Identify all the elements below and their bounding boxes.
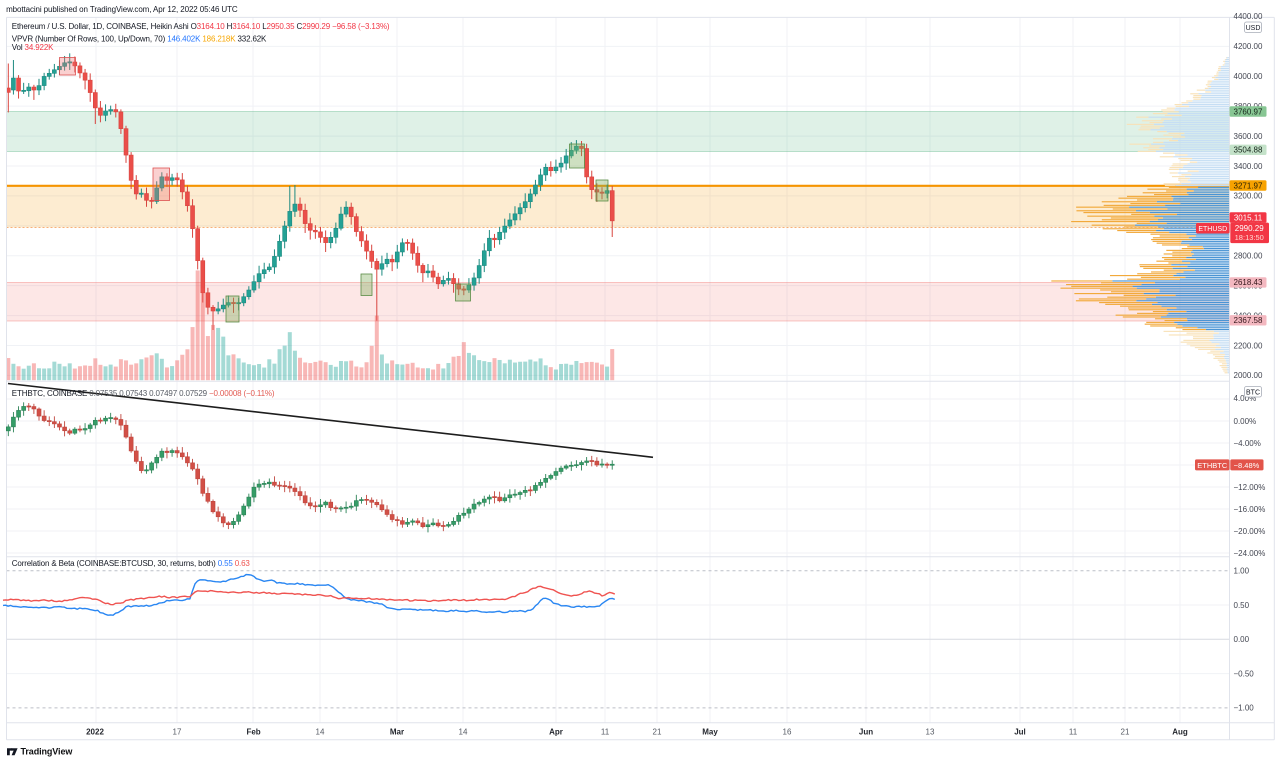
svg-text:11: 11 (1069, 727, 1078, 736)
svg-text:−8.48%: −8.48% (1234, 461, 1260, 470)
svg-text:Feb: Feb (246, 727, 260, 736)
svg-text:2367.58: 2367.58 (1234, 316, 1263, 325)
svg-text:3600.00: 3600.00 (1234, 132, 1263, 141)
svg-text:VPVR (Number Of Rows, 100, Up/: VPVR (Number Of Rows, 100, Up/Down, 70) … (12, 35, 267, 44)
svg-text:ETHBTC: ETHBTC (1197, 461, 1228, 470)
svg-text:2000.00: 2000.00 (1234, 371, 1263, 380)
svg-text:0.00%: 0.00% (1234, 417, 1257, 426)
svg-text:3271.97: 3271.97 (1234, 181, 1263, 190)
svg-text:3400.00: 3400.00 (1234, 162, 1263, 171)
svg-text:4400.00: 4400.00 (1234, 12, 1263, 21)
svg-text:−12.00%: −12.00% (1234, 483, 1266, 492)
svg-text:Aug: Aug (1172, 727, 1188, 736)
svg-text:Mar: Mar (390, 727, 404, 736)
svg-text:−4.00%: −4.00% (1234, 439, 1261, 448)
svg-text:14: 14 (316, 727, 325, 736)
svg-text:0.00: 0.00 (1234, 635, 1250, 644)
svg-text:2990.29: 2990.29 (1235, 224, 1264, 233)
svg-text:USD: USD (1246, 25, 1261, 32)
svg-text:3200.00: 3200.00 (1234, 192, 1263, 201)
svg-text:14: 14 (459, 727, 468, 736)
svg-text:3504.88: 3504.88 (1234, 146, 1263, 155)
svg-text:−24.00%: −24.00% (1234, 549, 1266, 558)
svg-text:−1.00: −1.00 (1234, 704, 1255, 713)
svg-text:2022: 2022 (86, 727, 104, 736)
svg-text:TradingView: TradingView (21, 747, 74, 757)
svg-text:Jul: Jul (1014, 727, 1026, 736)
svg-text:2618.43: 2618.43 (1234, 278, 1263, 287)
svg-text:mbottacini published on Tradin: mbottacini published on TradingView.com,… (6, 5, 238, 14)
svg-text:ETHBTC, COINBASE 0.07535 0.075: ETHBTC, COINBASE 0.07535 0.07543 0.07497… (12, 389, 275, 398)
svg-text:−0.50: −0.50 (1234, 669, 1255, 678)
svg-text:ETHUSD: ETHUSD (1198, 226, 1227, 233)
svg-text:Jun: Jun (859, 727, 873, 736)
svg-text:Ethereum / U.S. Dollar, 1D, CO: Ethereum / U.S. Dollar, 1D, COINBASE, He… (12, 22, 390, 31)
svg-text:3015.11: 3015.11 (1234, 213, 1263, 222)
svg-text:−16.00%: −16.00% (1234, 505, 1266, 514)
svg-text:21: 21 (1121, 727, 1130, 736)
svg-text:16: 16 (783, 727, 792, 736)
svg-text:0.50: 0.50 (1234, 601, 1250, 610)
svg-text:May: May (702, 727, 718, 736)
svg-text:4.00%: 4.00% (1234, 394, 1257, 403)
svg-text:17: 17 (173, 727, 182, 736)
svg-text:11: 11 (601, 727, 610, 736)
svg-text:4200.00: 4200.00 (1234, 42, 1263, 51)
svg-text:4000.00: 4000.00 (1234, 72, 1263, 81)
svg-text:21: 21 (653, 727, 662, 736)
svg-text:18:13:50: 18:13:50 (1235, 233, 1264, 242)
svg-text:1.00: 1.00 (1234, 567, 1250, 576)
svg-text:Apr: Apr (549, 727, 563, 736)
svg-text:Correlation & Beta (COINBASE:B: Correlation & Beta (COINBASE:BTCUSD, 30,… (12, 559, 251, 568)
svg-text:2200.00: 2200.00 (1234, 341, 1263, 350)
svg-text:Vol 34.922K: Vol 34.922K (12, 43, 54, 52)
svg-text:13: 13 (926, 727, 935, 736)
svg-text:2800.00: 2800.00 (1234, 252, 1263, 261)
svg-text:3760.97: 3760.97 (1234, 107, 1263, 116)
svg-text:−20.00%: −20.00% (1234, 527, 1266, 536)
svg-text:BTC: BTC (1246, 390, 1260, 397)
